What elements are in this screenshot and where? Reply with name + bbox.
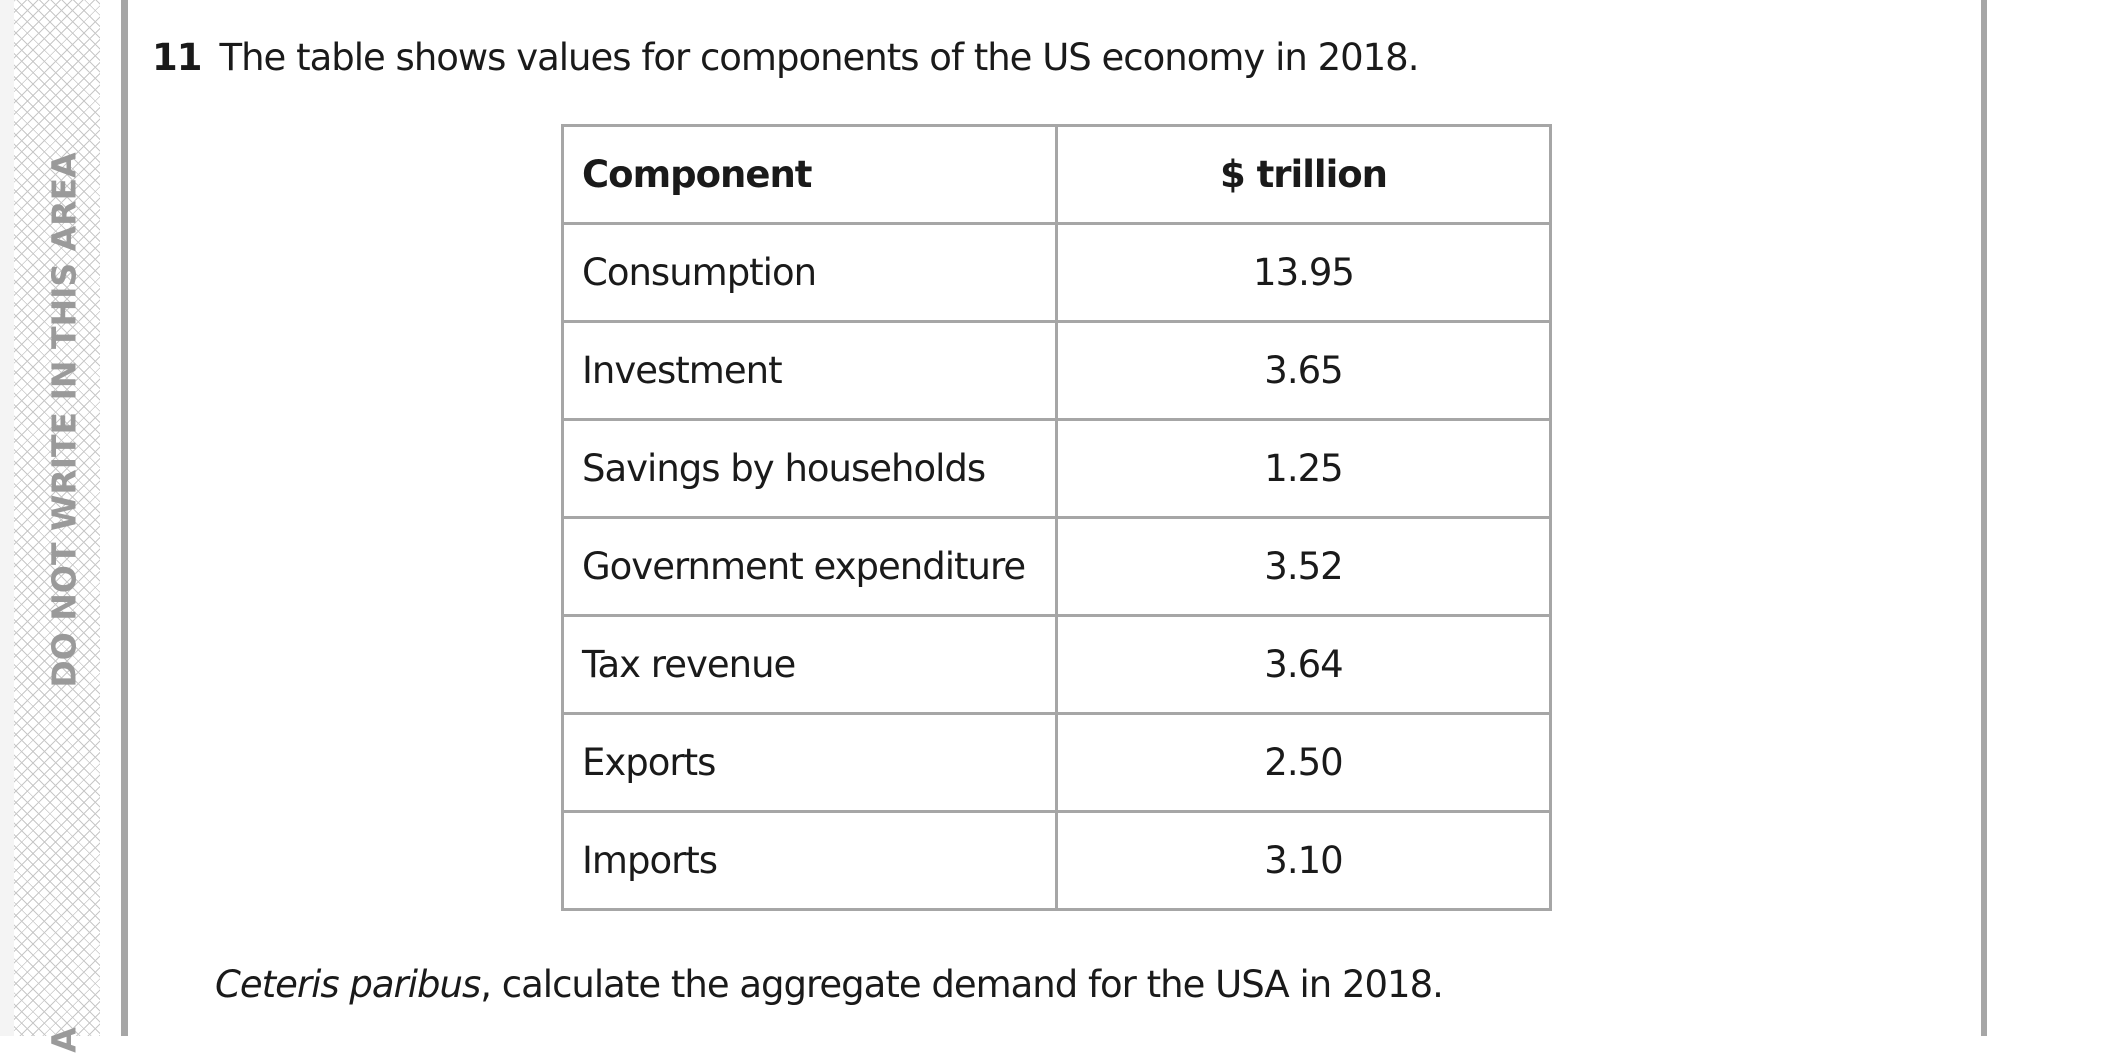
prompt-text: , calculate the aggregate demand for the… <box>480 963 1444 1006</box>
margin-hatch-strip: DO NOT WRITE IN THIS AREA A <box>0 0 100 1053</box>
table-row: Investment 3.65 <box>561 320 1552 421</box>
table-header-row: Component $ trillion <box>561 124 1552 225</box>
question-prompt: Ceteris paribus, calculate the aggregate… <box>215 963 1444 1006</box>
table-row: Tax revenue 3.64 <box>561 614 1552 715</box>
component-cell: Savings by households <box>561 418 1058 519</box>
component-cell: Exports <box>561 712 1058 813</box>
table-row: Savings by households 1.25 <box>561 418 1552 519</box>
economy-components-table: Component $ trillion Consumption 13.95 In… <box>561 124 1552 911</box>
table-row: Consumption 13.95 <box>561 222 1552 323</box>
table-row: Government expenditure 3.52 <box>561 516 1552 617</box>
value-cell: 3.52 <box>1055 516 1552 617</box>
table-row: Imports 3.10 <box>561 810 1552 911</box>
value-cell: 3.10 <box>1055 810 1552 911</box>
question-number: 11 <box>152 36 202 79</box>
value-cell: 13.95 <box>1055 222 1552 323</box>
table-row: Exports 2.50 <box>561 712 1552 813</box>
value-cell: 3.64 <box>1055 614 1552 715</box>
component-cell: Imports <box>561 810 1058 911</box>
header-component: Component <box>561 124 1058 225</box>
component-cell: Consumption <box>561 222 1058 323</box>
do-not-write-notice: DO NOT WRITE IN THIS AREA <box>44 152 84 688</box>
prompt-italic: Ceteris paribus <box>215 963 481 1006</box>
do-not-write-notice-fragment: A <box>44 1027 84 1053</box>
value-cell: 1.25 <box>1055 418 1552 519</box>
question-stem: 11 The table shows values for components … <box>152 36 1420 79</box>
component-cell: Investment <box>561 320 1058 421</box>
page-border-right <box>1981 0 1987 1036</box>
component-cell: Tax revenue <box>561 614 1058 715</box>
question-text: The table shows values for components of… <box>219 36 1420 79</box>
page-border-left <box>121 0 128 1036</box>
value-cell: 3.65 <box>1055 320 1552 421</box>
header-value: $ trillion <box>1055 124 1552 225</box>
component-cell: Government expenditure <box>561 516 1058 617</box>
value-cell: 2.50 <box>1055 712 1552 813</box>
